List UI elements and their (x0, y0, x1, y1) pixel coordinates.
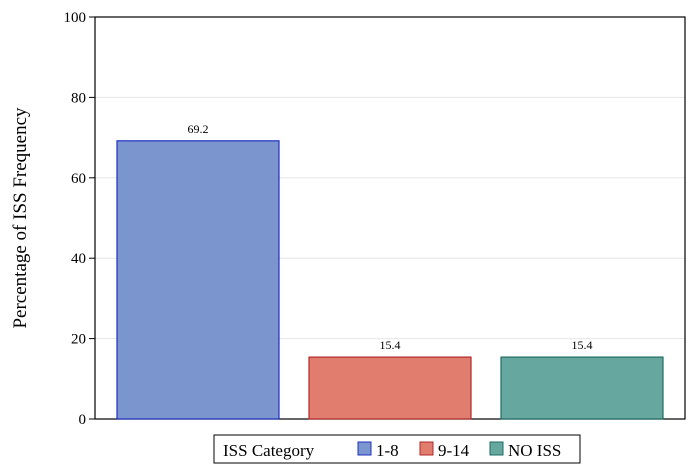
bar-no-iss (500, 356, 664, 420)
legend-label: 9-14 (438, 441, 470, 460)
data-labels: 69.2 15.4 15.4 (188, 122, 593, 352)
y-axis: 0 20 40 60 80 100 (64, 10, 95, 428)
legend-label: NO ISS (508, 441, 561, 460)
y-axis-title: Percentage of ISS Frequency (10, 107, 31, 329)
data-label: 15.4 (380, 338, 401, 352)
bar-1-8 (116, 140, 280, 420)
legend-swatch (419, 441, 434, 456)
legend: ISS Category 1-8 9-14 NO ISS (213, 434, 581, 464)
legend-title: ISS Category (223, 441, 315, 460)
data-label: 69.2 (188, 122, 209, 136)
y-tick-label: 100 (64, 10, 87, 26)
legend-swatch (489, 441, 504, 456)
legend-label: 1-8 (376, 441, 399, 460)
y-tick-label: 80 (71, 90, 86, 106)
y-tick-label: 20 (71, 332, 86, 348)
data-label: 15.4 (572, 338, 593, 352)
y-tick-label: 0 (79, 412, 87, 428)
bars (116, 140, 664, 420)
legend-swatch (357, 441, 372, 456)
bar-9-14 (308, 356, 472, 420)
y-tick-label: 60 (71, 171, 86, 187)
legend-box (213, 434, 581, 464)
y-tick-label: 40 (71, 251, 86, 267)
